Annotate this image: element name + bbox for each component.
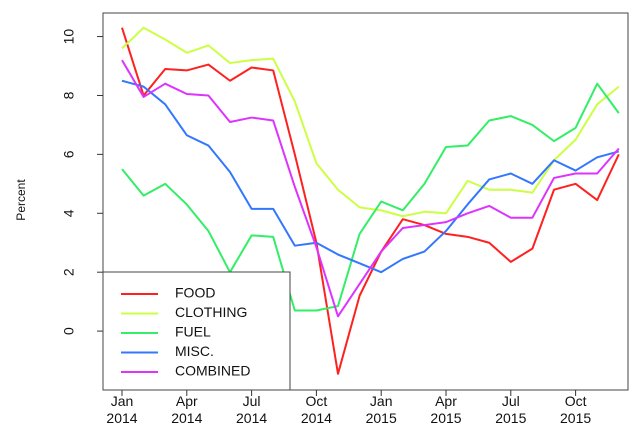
- x-tick-label: Jan 2014: [106, 393, 137, 426]
- x-tick-label: Oct 2015: [560, 393, 591, 426]
- legend-label: FUEL: [175, 324, 211, 340]
- legend-label: MISC.: [175, 343, 214, 359]
- y-tick-label: 2: [61, 268, 77, 276]
- plot-frame: [102, 12, 629, 391]
- y-tick-label: 0: [61, 327, 77, 335]
- x-tick-label: Jul 2014: [236, 393, 267, 426]
- legend-label: COMBINED: [175, 363, 250, 379]
- y-tick-label: 6: [61, 150, 77, 158]
- series-line: [121, 59, 620, 318]
- series-line: [121, 82, 620, 312]
- y-tick-label: 8: [61, 91, 77, 99]
- series-line: [121, 26, 620, 218]
- legend-box: [102, 271, 291, 391]
- series-line: [121, 27, 620, 375]
- x-tick-label: Jan 2015: [366, 393, 397, 426]
- legend: FOOD CLOTHING FUEL MISC. COMBINED: [102, 271, 291, 391]
- x-tick-label: Jul 2015: [495, 393, 526, 426]
- x-tick-label: Oct 2014: [301, 393, 332, 426]
- legend-label: CLOTHING: [175, 304, 247, 320]
- x-tick-label: Apr 2014: [171, 393, 202, 426]
- legend-label: FOOD: [175, 285, 215, 301]
- y-tick-label: 10: [61, 29, 77, 45]
- y-tick-label: 4: [61, 209, 77, 217]
- x-tick-label: Apr 2015: [430, 393, 461, 426]
- y-axis-label: Percent: [14, 179, 28, 221]
